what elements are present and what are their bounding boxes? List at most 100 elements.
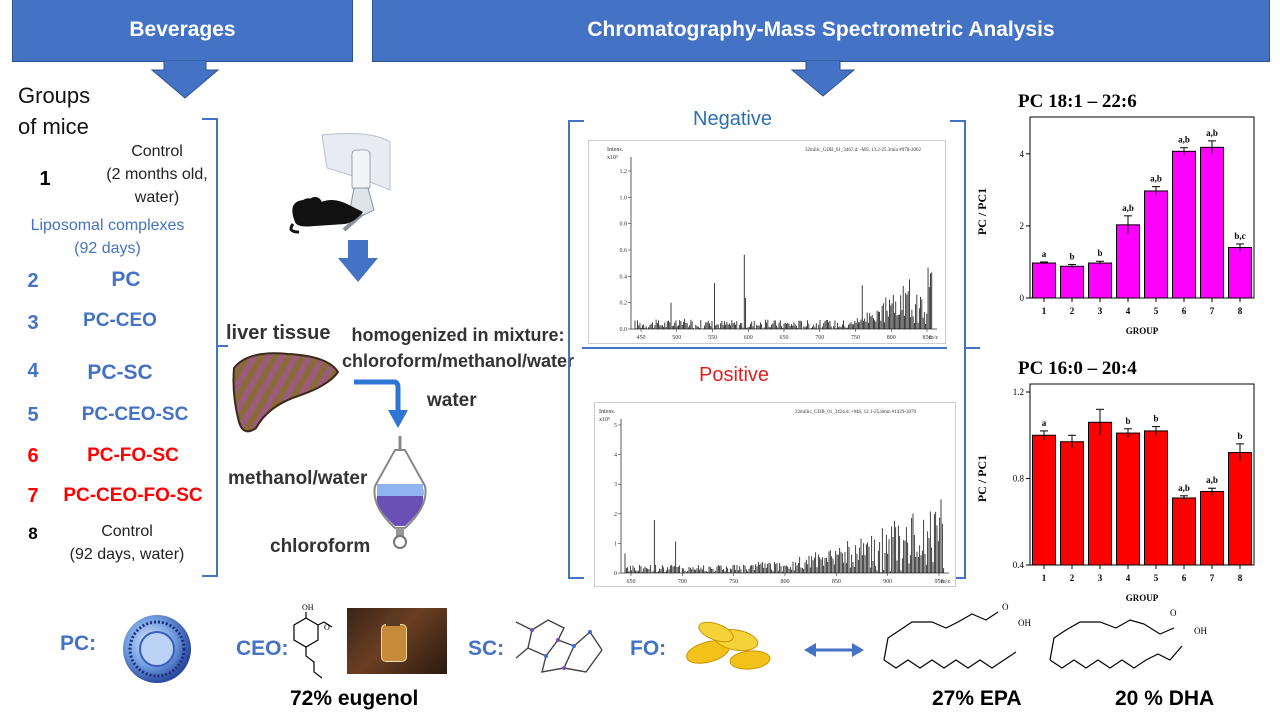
bar <box>1061 266 1084 298</box>
spectrum-header: 32millic_GDB_01_3424.d: +MS, 12.1-25.8mi… <box>795 410 917 415</box>
group-label: Control (92 days, water) <box>52 520 202 566</box>
significance-label: a,b <box>1122 203 1134 213</box>
bar <box>1201 491 1224 565</box>
x-tick-label: 700 <box>815 335 824 341</box>
y-tick-label: 0.0 <box>620 327 628 333</box>
y-tick-label: 3 <box>614 482 617 488</box>
mz-label: m/z <box>941 579 950 585</box>
x-tick-label: 800 <box>781 579 790 585</box>
x-tick-label: 2 <box>1070 573 1075 583</box>
y-tick-label: 1.2 <box>1013 387 1024 397</box>
significance-label: a <box>1042 249 1047 259</box>
y-tick-label: 0.4 <box>1013 560 1025 570</box>
x-tick-label: 7 <box>1210 306 1215 316</box>
dha-structure-icon: O OH <box>1040 598 1220 682</box>
positive-spectrum: Intens. x10⁵ 32millic_GDB_01_3424.d: +MS… <box>594 402 956 587</box>
down-arrow-icon <box>790 60 856 98</box>
chart-title: PC 18:1 – 22:6 <box>1018 91 1137 112</box>
mouse-icon <box>285 192 370 237</box>
x-tick-label: 8 <box>1238 306 1243 316</box>
water-label: water <box>427 390 477 412</box>
group-num: 8 <box>18 524 48 544</box>
intens-label: Intens. <box>599 409 616 415</box>
group-num: 3 <box>18 312 48 335</box>
group-label: PC-CEO-SC <box>60 404 210 426</box>
group-num: 5 <box>18 404 48 427</box>
x-tick-label: 600 <box>744 335 753 341</box>
spectrum-header: 32milic_GDB_01_3467.d: -MS, 13.2-25.3min… <box>805 148 921 153</box>
x-tick-label: 3 <box>1098 306 1103 316</box>
bar <box>1229 248 1252 298</box>
separatory-funnel-icon <box>365 436 435 556</box>
x-tick-label: 3 <box>1098 573 1103 583</box>
y-tick-label: 0.2 <box>620 301 628 307</box>
homog-label: homogenized in mixture: chloroform/metha… <box>340 322 576 374</box>
y-tick-label: 0.4 <box>620 274 628 280</box>
chloroform-label: chloroform <box>270 536 370 558</box>
pc-label: PC: <box>60 632 96 656</box>
x-tick-label: 800 <box>887 335 896 341</box>
intens-exp: x10⁵ <box>607 155 618 161</box>
intens-label: Intens. <box>607 147 624 153</box>
y-axis-label: PC / PC1 <box>975 188 989 235</box>
x-tick-label: 1 <box>1042 573 1047 583</box>
eugenol-structure-icon: OH O <box>284 600 340 684</box>
dha-label: 20 % DHA <box>1115 687 1214 711</box>
y-tick-label: 4 <box>1020 149 1025 159</box>
intens-exp: x10⁵ <box>599 417 610 423</box>
down-arrow-icon <box>350 376 430 436</box>
x-tick-label: 6 <box>1182 306 1187 316</box>
bar <box>1117 433 1140 565</box>
o-label: O <box>1002 602 1009 612</box>
bar <box>1229 453 1252 565</box>
y-tick-label: 1.2 <box>620 169 628 175</box>
liver-label: liver tissue <box>226 322 331 345</box>
bar <box>1089 422 1112 565</box>
group-num: 6 <box>18 445 48 468</box>
bar <box>1117 225 1140 298</box>
x-tick-label: 650 <box>627 579 636 585</box>
bracket-connector <box>966 347 980 349</box>
x-tick-label: 750 <box>729 579 738 585</box>
chart-title: PC 16:0 – 20:4 <box>1018 358 1137 379</box>
oh-label: OH <box>1018 618 1031 628</box>
fo-label: FO: <box>630 637 666 661</box>
eugenol-label: 72% eugenol <box>290 687 418 711</box>
significance-label: b <box>1153 414 1158 424</box>
y-tick-label: 0 <box>614 571 617 577</box>
bar <box>1173 151 1196 298</box>
groups-title: Groups of mice <box>18 80 90 142</box>
sc-network-icon <box>508 610 608 680</box>
down-arrow-icon <box>336 240 380 284</box>
fish-oil-capsules-icon <box>678 610 778 675</box>
beverages-banner: Beverages <box>12 0 353 62</box>
down-arrow-icon <box>150 60 220 100</box>
double-arrow-icon <box>802 640 866 660</box>
x-tick-label: 4 <box>1126 306 1131 316</box>
group-num: 1 <box>30 168 60 191</box>
group-label: PC <box>56 268 196 292</box>
y-tick-label: 1 <box>614 541 617 547</box>
y-tick-label: 0.6 <box>620 248 628 254</box>
significance-label: a,b <box>1178 135 1190 145</box>
significance-label: b <box>1125 416 1130 426</box>
y-axis-label: PC / PC1 <box>975 455 989 502</box>
oh-label: OH <box>302 603 314 612</box>
significance-label: a <box>1042 418 1047 428</box>
x-tick-label: 8 <box>1238 573 1243 583</box>
y-tick-label: 0.8 <box>1013 474 1025 484</box>
oh-label: OH <box>1194 626 1207 636</box>
y-tick-label: 4 <box>614 453 617 459</box>
significance-label: a,b <box>1178 483 1190 493</box>
sc-label: SC: <box>468 637 504 661</box>
bracket-connector <box>582 347 947 349</box>
bar <box>1173 498 1196 565</box>
significance-label: b <box>1237 431 1242 441</box>
x-tick-label: 750 <box>851 335 860 341</box>
bar <box>1145 431 1168 565</box>
x-tick-label: 500 <box>672 335 681 341</box>
groups-bracket <box>202 118 218 577</box>
bracket-connector <box>218 345 228 347</box>
x-tick-label: 650 <box>780 335 789 341</box>
clove-oil-photo <box>347 608 447 674</box>
